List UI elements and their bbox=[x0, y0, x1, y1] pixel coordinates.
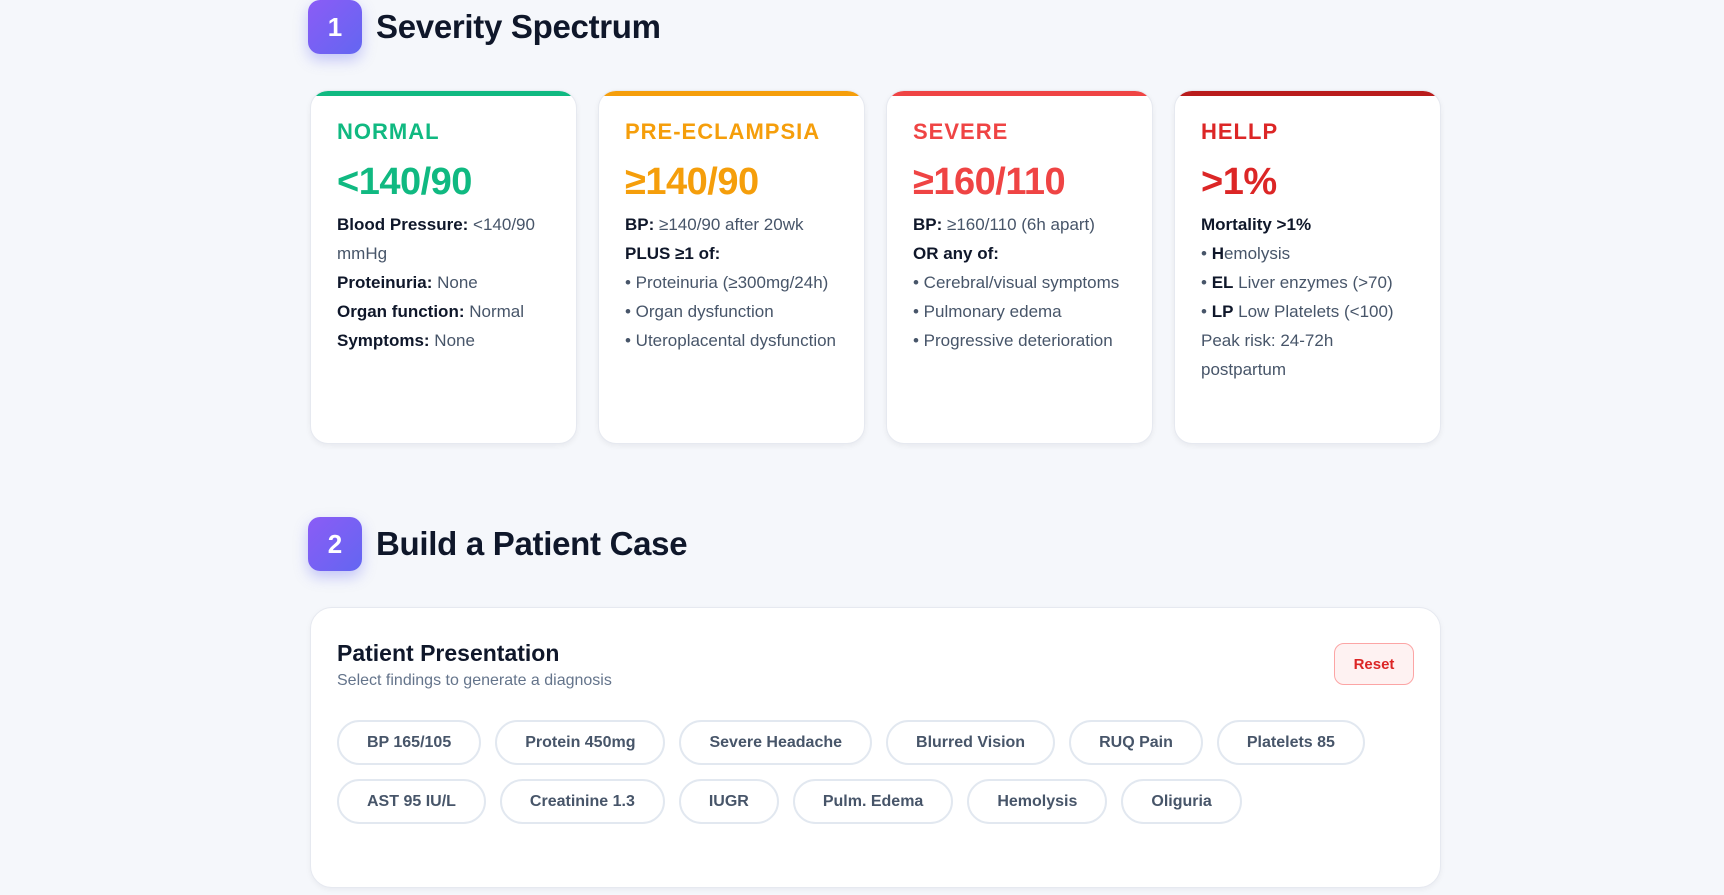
criteria-text: Normal bbox=[469, 302, 525, 321]
criteria-key: LP bbox=[1211, 302, 1234, 321]
finding-chip-platelets-85[interactable]: Platelets 85 bbox=[1216, 720, 1365, 765]
criteria-text: ≥160/110 (6h apart) bbox=[947, 215, 1095, 234]
criteria-line: • LP Low Platelets (<100) bbox=[1201, 297, 1414, 326]
criteria-key: OR any of: bbox=[913, 244, 999, 263]
criteria-text: • Proteinuria (≥300mg/24h) bbox=[625, 273, 829, 292]
finding-chip-ast-95-iu-l[interactable]: AST 95 IU/L bbox=[337, 779, 486, 824]
criteria-line: PLUS ≥1 of: bbox=[625, 239, 838, 268]
criteria-key: Proteinuria: bbox=[337, 273, 438, 292]
criteria-text: Liver enzymes (>70) bbox=[1233, 273, 1393, 292]
card-criteria: BP: ≥140/90 after 20wk PLUS ≥1 of: • Prote… bbox=[625, 210, 838, 355]
section-build-case: 2 Build a Patient Case bbox=[308, 517, 688, 571]
finding-chip-hemolysis[interactable]: Hemolysis bbox=[967, 779, 1108, 824]
criteria-text: Low Platelets (<100) bbox=[1233, 302, 1394, 321]
severity-cards: NORMAL <140/90 Blood Pressure: <140/90 mmH… bbox=[310, 90, 1441, 444]
criteria-line: • Organ dysfunction bbox=[625, 297, 838, 326]
criteria-text: • Pulmonary edema bbox=[913, 302, 1062, 321]
criteria-text: • Uteroplacental dysfunction bbox=[625, 331, 837, 350]
reset-button[interactable]: Reset bbox=[1334, 643, 1414, 685]
severity-card-severe: SEVERE ≥160/110 BP: ≥160/110 (6h apart) OR … bbox=[886, 90, 1153, 444]
criteria-line: • Hemolysis bbox=[1201, 239, 1414, 268]
card-threshold-value: <140/90 bbox=[337, 161, 472, 203]
criteria-line: Peak risk: 24-72h postpartum bbox=[1201, 326, 1414, 384]
criteria-prefix: • bbox=[1201, 244, 1212, 263]
criteria-line: • Proteinuria (≥300mg/24h) bbox=[625, 268, 838, 297]
criteria-text: Peak risk: 24-72h postpartum bbox=[1201, 331, 1334, 379]
criteria-key: Symptoms: bbox=[337, 331, 435, 350]
criteria-line: Mortality >1% bbox=[1201, 210, 1414, 239]
criteria-text: ≥140/90 after 20wk bbox=[659, 215, 804, 234]
severity-card-pre-eclampsia: PRE-ECLAMPSIA ≥140/90 BP: ≥140/90 after 20… bbox=[598, 90, 865, 444]
card-accent-bar bbox=[599, 91, 864, 96]
finding-chip-pulm-edema[interactable]: Pulm. Edema bbox=[792, 779, 954, 824]
severity-card-normal: NORMAL <140/90 Blood Pressure: <140/90 mmH… bbox=[310, 90, 577, 444]
card-threshold-value: ≥140/90 bbox=[625, 161, 759, 203]
criteria-text: None bbox=[434, 331, 475, 350]
panel-subtitle: Select findings to generate a diagnosis bbox=[337, 672, 612, 689]
finding-chip-iugr[interactable]: IUGR bbox=[678, 779, 779, 824]
criteria-text: • Progressive deterioration bbox=[913, 331, 1113, 350]
step-badge-1: 1 bbox=[308, 0, 362, 54]
section-severity-spectrum: 1 Severity Spectrum bbox=[308, 0, 661, 54]
criteria-line: • Cerebral/visual symptoms bbox=[913, 268, 1126, 297]
criteria-key: PLUS ≥1 of: bbox=[625, 244, 721, 263]
criteria-key: Organ function: bbox=[337, 302, 470, 321]
card-accent-bar bbox=[887, 91, 1152, 96]
finding-chip-protein-450mg[interactable]: Protein 450mg bbox=[495, 720, 666, 765]
card-label: SEVERE bbox=[913, 119, 1009, 144]
criteria-text: None bbox=[437, 273, 478, 292]
card-criteria: Mortality >1% • Hemolysis • EL Liver enzym… bbox=[1201, 210, 1414, 384]
criteria-line: Symptoms: None bbox=[337, 326, 550, 355]
criteria-line: • EL Liver enzymes (>70) bbox=[1201, 268, 1414, 297]
criteria-text: <140/90 mmHg bbox=[337, 215, 535, 263]
criteria-line: BP: ≥160/110 (6h apart) bbox=[913, 210, 1126, 239]
panel-title: Patient Presentation bbox=[337, 640, 560, 666]
card-threshold-value: >1% bbox=[1201, 161, 1277, 203]
card-accent-bar bbox=[1175, 91, 1440, 96]
finding-chip-blurred-vision[interactable]: Blurred Vision bbox=[886, 720, 1056, 765]
card-criteria: Blood Pressure: <140/90 mmHg Proteinuria:… bbox=[337, 210, 550, 355]
finding-chips: BP 165/105 Protein 450mg Severe Headache Bl… bbox=[337, 720, 1417, 824]
criteria-prefix: • bbox=[1201, 273, 1212, 292]
criteria-text: • Organ dysfunction bbox=[625, 302, 774, 321]
patient-presentation-panel: Patient Presentation Select findings to … bbox=[310, 607, 1441, 888]
criteria-key: BP: bbox=[625, 215, 659, 234]
finding-chip-oliguria[interactable]: Oliguria bbox=[1121, 779, 1242, 824]
section-title-severity: Severity Spectrum bbox=[376, 8, 661, 45]
section-title-build-case: Build a Patient Case bbox=[376, 525, 688, 562]
criteria-line: • Progressive deterioration bbox=[913, 326, 1126, 355]
severity-card-hellp: HELLP >1% Mortality >1% • Hemolysis • EL Liv… bbox=[1174, 90, 1441, 444]
finding-chip-ruq-pain[interactable]: RUQ Pain bbox=[1069, 720, 1203, 765]
criteria-text: emolysis bbox=[1223, 244, 1291, 263]
criteria-line: Blood Pressure: <140/90 mmHg bbox=[337, 210, 550, 268]
criteria-key: H bbox=[1211, 244, 1224, 263]
criteria-key: Blood Pressure: bbox=[337, 215, 474, 234]
finding-chip-severe-headache[interactable]: Severe Headache bbox=[679, 720, 873, 765]
criteria-prefix: • bbox=[1201, 302, 1212, 321]
card-label: PRE-ECLAMPSIA bbox=[625, 119, 821, 144]
card-label: HELLP bbox=[1201, 119, 1279, 144]
finding-chip-creatinine-1-3[interactable]: Creatinine 1.3 bbox=[499, 779, 665, 824]
criteria-line: Proteinuria: None bbox=[337, 268, 550, 297]
card-accent-bar bbox=[311, 91, 576, 96]
finding-chip-bp-165-105[interactable]: BP 165/105 bbox=[337, 720, 482, 765]
criteria-key: Mortality >1% bbox=[1201, 215, 1312, 234]
criteria-line: • Pulmonary edema bbox=[913, 297, 1126, 326]
criteria-key: BP: bbox=[913, 215, 947, 234]
step-badge-2: 2 bbox=[308, 517, 362, 571]
criteria-line: Organ function: Normal bbox=[337, 297, 550, 326]
criteria-line: • Uteroplacental dysfunction bbox=[625, 326, 838, 355]
card-criteria: BP: ≥160/110 (6h apart) OR any of: • Cereb… bbox=[913, 210, 1126, 355]
criteria-key: EL bbox=[1211, 273, 1234, 292]
criteria-line: OR any of: bbox=[913, 239, 1126, 268]
card-label: NORMAL bbox=[337, 119, 440, 144]
card-threshold-value: ≥160/110 bbox=[913, 161, 1066, 203]
criteria-line: BP: ≥140/90 after 20wk bbox=[625, 210, 838, 239]
criteria-text: • Cerebral/visual symptoms bbox=[913, 273, 1120, 292]
